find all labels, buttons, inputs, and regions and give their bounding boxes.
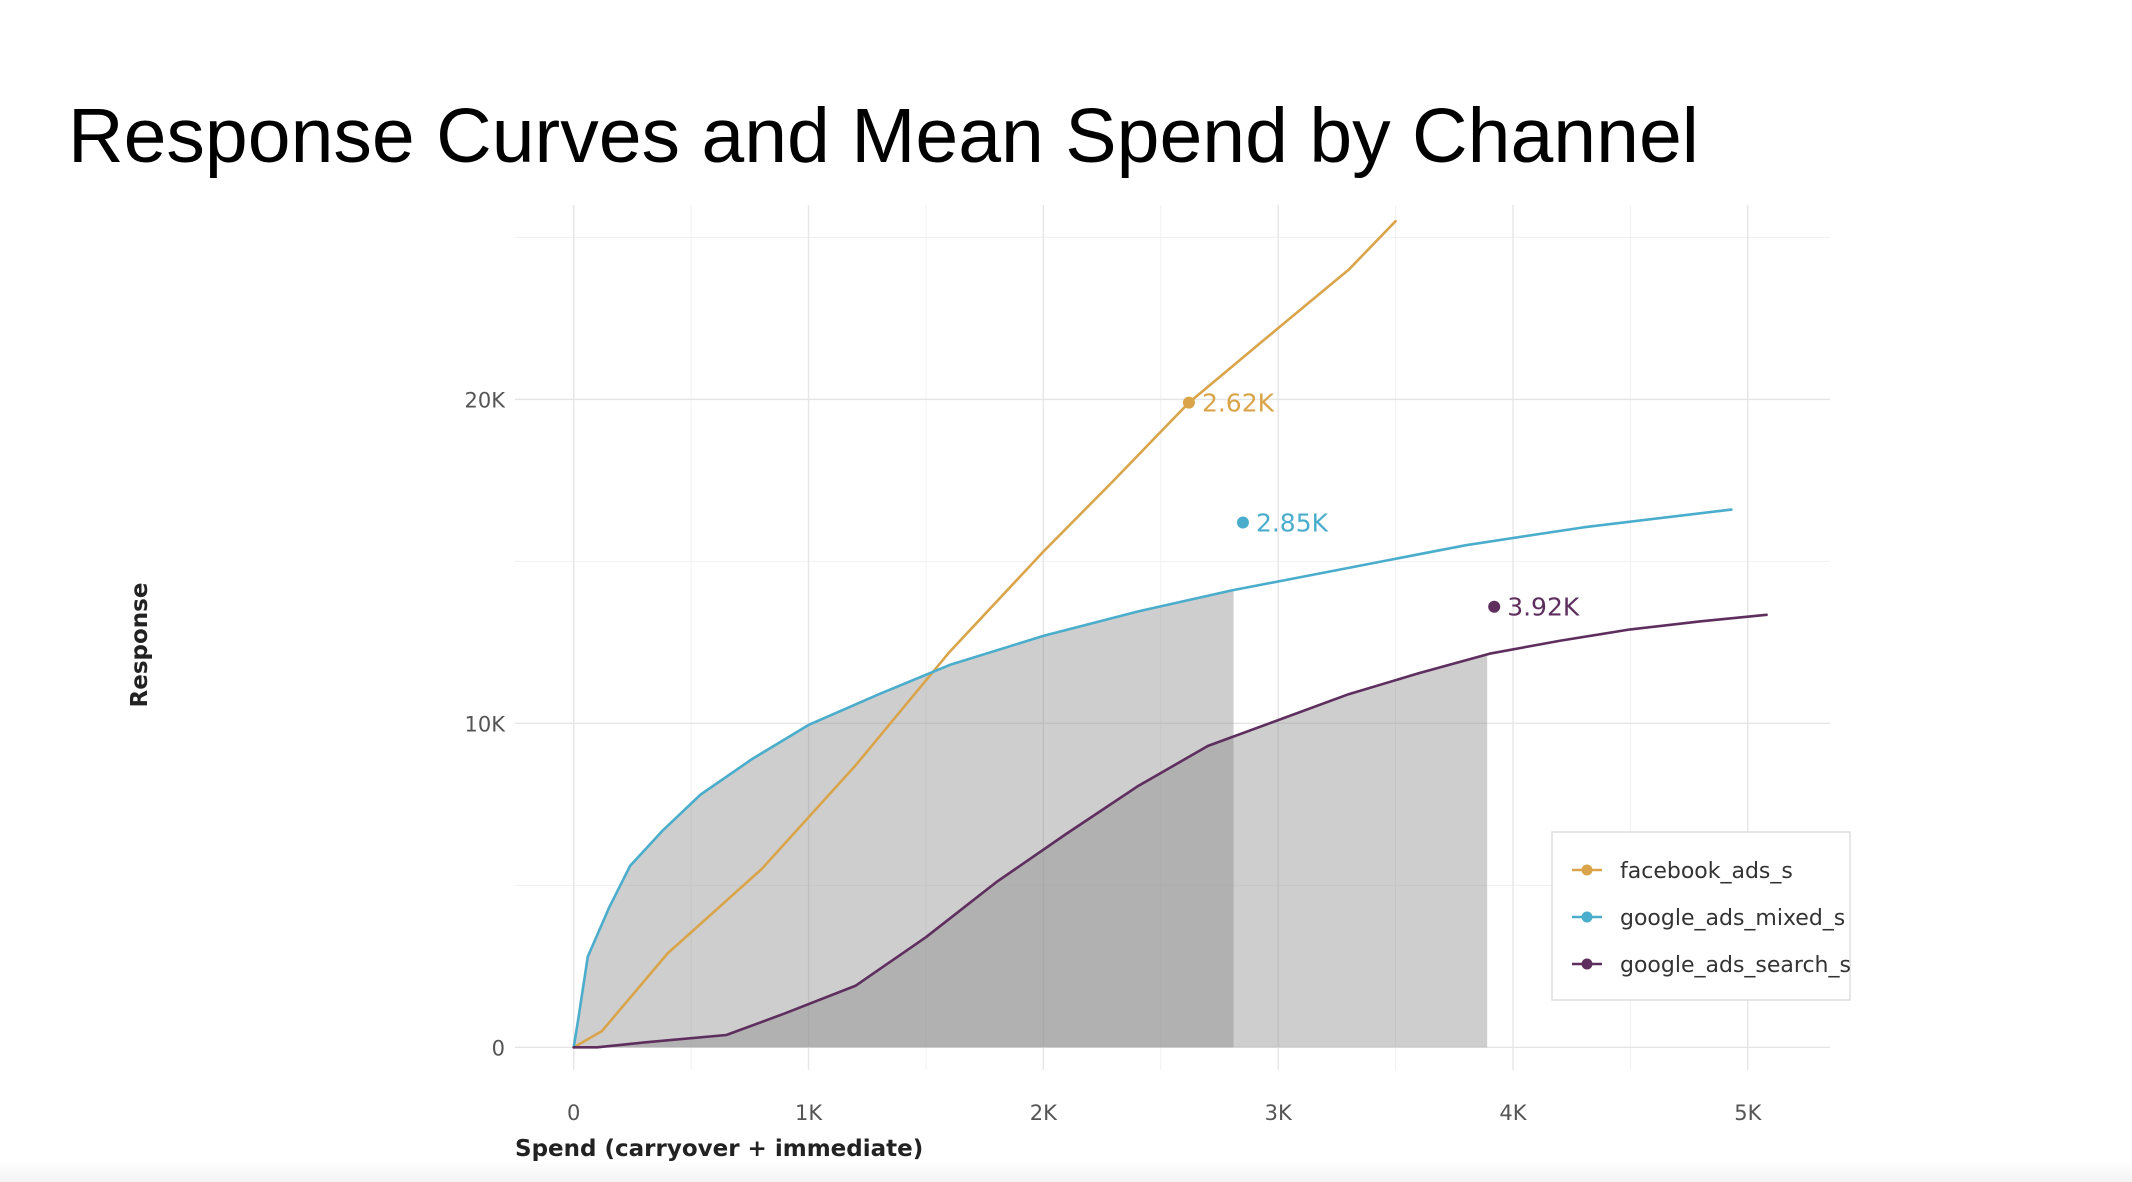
mean-point-google-ads-mixed-s [1236,516,1249,529]
series-lines [572,219,1768,1049]
y-axis-label: Response [127,583,153,708]
line-google-ads-search-s [572,613,1768,1049]
x-tick-label: 3K [1265,1101,1293,1125]
legend: facebook_ads_s google_ads_mixed_s google_a… [1551,831,1851,1001]
y-tick-label: 10K [465,712,507,736]
mean-spend-shading [573,590,1488,1048]
x-tick-label: 2K [1030,1101,1058,1125]
legend-entry-google-ads-mixed-s: google_ads_mixed_s [1620,906,1845,931]
shade-google-ads-mixed-s [573,590,1234,1048]
y-tick-labels: 0 10K 20K [465,388,507,1060]
mean-point-google-ads-search-s [1488,600,1501,613]
mean-label-google-ads-search-s: 3.92K [1507,593,1580,622]
grid-major [515,205,1830,1070]
shade-google-ads-search-s [573,654,1488,1048]
x-tick-labels: 0 1K 2K 3K 4K 5K [567,1101,1763,1125]
line-facebook-ads-s [572,219,1397,1049]
legend-swatch-dot [1581,911,1593,923]
y-tick-label: 20K [465,388,507,412]
mean-label-google-ads-mixed-s: 2.85K [1256,508,1329,537]
slide-title: Response Curves and Mean Spend by Channe… [68,93,1699,179]
x-tick-label: 5K [1734,1101,1762,1125]
slide-bottom-edge [0,1162,2132,1182]
x-tick-label: 1K [795,1101,823,1125]
legend-swatch-dot [1581,864,1593,876]
x-tick-label: 0 [567,1101,580,1125]
x-tick-label: 4K [1499,1101,1527,1125]
legend-entry-google-ads-search-s: google_ads_search_s [1620,953,1851,978]
y-tick-label: 0 [492,1036,505,1060]
x-axis-label: Spend (carryover + immediate) [515,1136,923,1162]
mean-label-facebook-ads-s: 2.62K [1202,389,1275,418]
mean-spend-points: 2.62K 2.85K 3.92K [1182,389,1580,622]
legend-entry-facebook-ads-s: facebook_ads_s [1620,859,1793,884]
grid-minor [515,205,1830,1070]
line-google-ads-mixed-s [572,508,1733,1049]
legend-swatch-dot [1581,958,1593,970]
mean-point-facebook-ads-s [1182,396,1195,409]
